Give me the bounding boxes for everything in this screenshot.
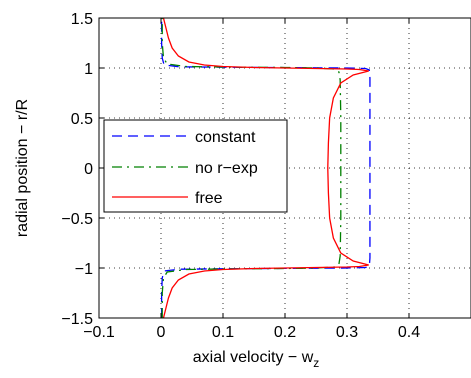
legend: constant no r−exp free xyxy=(103,119,288,213)
x-axis-label: axial velocity − wz xyxy=(193,349,320,370)
x-tick-label: 0.4 xyxy=(398,324,420,341)
series-layer xyxy=(160,17,371,319)
series-line-constant xyxy=(160,18,371,318)
legend-label-no-r-exp: no r−exp xyxy=(195,160,258,177)
x-tick-label: 0 xyxy=(157,324,166,341)
x-tick-label: 0.3 xyxy=(336,324,358,341)
y-tick-label: 1.5 xyxy=(71,11,93,28)
x-axis-label-main: axial velocity − w xyxy=(193,349,314,366)
y-tick-label: −1.5 xyxy=(61,311,93,328)
legend-entry-no-r-exp: no r−exp xyxy=(112,160,258,177)
legend-label-free: free xyxy=(195,190,223,207)
y-tick-label: −1 xyxy=(75,261,93,278)
tick-labels: −0.1 0 0.1 0.2 0.3 0.4 −1.5 −1 −0.5 0 0.5 1 1.5 xyxy=(61,11,420,341)
y-tick-label: −0.5 xyxy=(61,211,93,228)
y-tick-label: 0 xyxy=(84,161,93,178)
legend-entry-free: free xyxy=(112,190,223,207)
legend-label-constant: constant xyxy=(195,129,256,146)
legend-entry-constant: constant xyxy=(112,129,256,146)
x-axis-label-sub: z xyxy=(313,356,319,370)
y-axis-label: radial position − r/R xyxy=(14,99,31,237)
x-tick-label: −0.1 xyxy=(83,324,115,341)
series-line-no-r-exp xyxy=(161,18,342,318)
y-tick-label: 0.5 xyxy=(71,111,93,128)
x-tick-label: 0.1 xyxy=(212,324,234,341)
x-tick-label: 0.2 xyxy=(274,324,296,341)
axes-box xyxy=(98,17,471,319)
series-line-free xyxy=(162,17,369,319)
y-tick-label: 1 xyxy=(84,61,93,78)
